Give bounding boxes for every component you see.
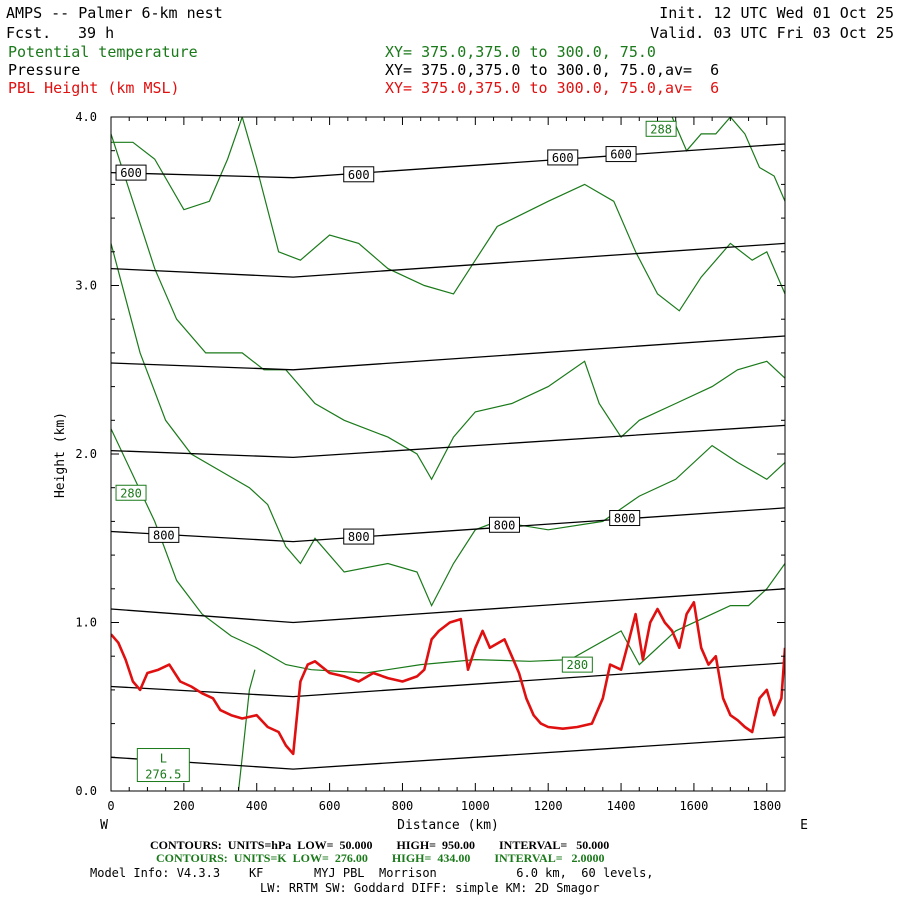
y-tick-label: 2.0 [75, 447, 97, 461]
east-label: E [800, 818, 808, 833]
y-tick-label: 0.0 [75, 784, 97, 798]
pressure-label-box [609, 510, 641, 527]
pbl-height-series [111, 600, 785, 756]
field-potential-temperature: Potential temperature [8, 43, 198, 61]
model-title: AMPS -- Palmer 6-km nest [6, 4, 223, 22]
pressure-label: 600 [610, 148, 632, 162]
theta-label-box [645, 120, 677, 137]
pressure-label: 600 [552, 151, 574, 165]
pressure-contour-850 [110, 588, 786, 624]
pressure-label: 800 [153, 528, 175, 542]
theta-contour-284 [111, 133, 785, 481]
xy-pbl-height: XY= 375.0,375.0 to 300.0, 75.0,av= 6 [385, 79, 720, 97]
theta-contour-282 [111, 243, 785, 607]
x-tick-label: 600 [319, 799, 341, 813]
pressure-label-box [547, 149, 579, 166]
pressure-contour-900 [110, 662, 786, 698]
pressure-label-box [115, 164, 147, 181]
pressure-contour-600 [110, 143, 786, 179]
field-pbl-height: PBL Height (km MSL) [8, 79, 180, 97]
x-tick-label: 400 [246, 799, 268, 813]
theta-contour-278 [237, 669, 256, 791]
theta-contours [111, 117, 785, 791]
field-pressure: Pressure [8, 61, 81, 79]
x-tick-label: 200 [173, 799, 195, 813]
pressure-contour-950 [110, 736, 786, 770]
x-tick-label: 0 [107, 799, 114, 813]
pbl-height-line [111, 600, 785, 756]
x-tick-label: 1000 [461, 799, 490, 813]
pressure-contours [110, 143, 786, 770]
theta-contour-286 [111, 117, 785, 312]
x-axis-label: Distance (km) [397, 818, 499, 833]
pressure-label-box [343, 528, 375, 545]
theta-label: 280 [120, 486, 142, 500]
pressure-label: 800 [614, 512, 636, 526]
pressure-contour-650 [110, 242, 786, 278]
theta-label-box [115, 484, 147, 501]
pressure-contour-700 [110, 335, 786, 371]
xy-pressure: XY= 375.0,375.0 to 300.0, 75.0,av= 6 [385, 61, 720, 79]
theta-label-box [561, 656, 593, 673]
footer-model-info: Model Info: V4.3.3 KF MYJ PBL Morrison 6… [90, 866, 654, 880]
y-tick-label: 1.0 [75, 616, 97, 630]
x-tick-label: 1200 [534, 799, 563, 813]
footer-theta-contours: CONTOURS: UNITS=K LOW= 276.00 HIGH= 434.… [156, 851, 605, 865]
west-label: W [100, 818, 108, 833]
y-axis-label: Height (km) [53, 412, 68, 498]
theta-label: 288 [650, 122, 672, 136]
pressure-label-box [148, 526, 180, 543]
theta-contour-280 [111, 428, 785, 674]
x-tick-label: 1600 [679, 799, 708, 813]
pressure-label: 800 [494, 518, 516, 532]
pressure-contour-750 [110, 424, 786, 459]
low-marker-value: 276.5 [145, 768, 181, 782]
pressure-contour-800 [110, 507, 786, 543]
footer-pressure-contours: CONTOURS: UNITS=hPa LOW= 50.000 HIGH= 95… [150, 838, 610, 852]
x-tick-label: 1800 [752, 799, 781, 813]
theta-label: 280 [566, 658, 588, 672]
init-time: Init. 12 UTC Wed 01 Oct 25 [659, 4, 894, 22]
pressure-label-box [605, 146, 637, 163]
xy-potential-temperature: XY= 375.0,375.0 to 300.0, 75.0 [385, 43, 656, 61]
contour-labels: 600 600 600 600 800 800 800 800 280 280 288 L 276.5 [115, 120, 677, 783]
axes: 0 200 400 600 800 1000 1200 1400 1600 1800 0.0 1.0 2… [75, 110, 786, 813]
pressure-label: 600 [120, 166, 142, 180]
forecast-hours: 39 h [78, 24, 115, 42]
low-marker-box [136, 748, 190, 783]
footer-physics-info: LW: RRTM SW: Goddard DIFF: simple KM: 2D… [260, 881, 600, 895]
pressure-label-box [343, 166, 375, 183]
pressure-label: 800 [348, 530, 370, 544]
theta-contour-288 [671, 117, 785, 202]
x-tick-label: 1400 [607, 799, 636, 813]
x-tick-label: 800 [392, 799, 414, 813]
y-tick-label: 4.0 [75, 110, 97, 124]
pressure-label: 600 [348, 168, 370, 182]
low-marker-letter: L [160, 752, 167, 766]
forecast-label: Fcst. [6, 24, 52, 42]
y-tick-label: 3.0 [75, 279, 97, 293]
pressure-label-box [488, 516, 520, 533]
valid-time: Valid. 03 UTC Fri 03 Oct 25 [650, 24, 894, 42]
